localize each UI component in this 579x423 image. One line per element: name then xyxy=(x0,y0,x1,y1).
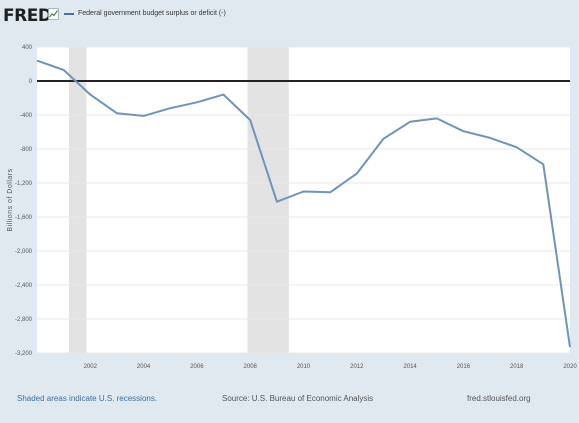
x-tick-label-2: 2006 xyxy=(190,364,204,370)
x-tick-label-3: 2008 xyxy=(244,364,258,370)
recession-note-link[interactable]: Shaded areas indicate U.S. recessions. xyxy=(17,394,158,403)
site-link[interactable]: fred.stlouisfed.org xyxy=(467,394,531,403)
y-axis-label: Billions of Dollars xyxy=(7,168,14,231)
series-layer xyxy=(36,59,571,348)
fred-logo-graph-icon xyxy=(48,8,59,20)
y-tick-label-8: -2,800 xyxy=(15,317,33,323)
x-tick-label-9: 2020 xyxy=(563,364,577,370)
legend-series-label: Federal government budget surplus or def… xyxy=(78,10,226,17)
x-tick-label-7: 2016 xyxy=(457,364,471,370)
y-tick-label-9: -3,200 xyxy=(15,351,33,357)
grid-lines xyxy=(37,46,570,354)
source-text: Source: U.S. Bureau of Economic Analysis xyxy=(222,394,374,403)
x-tick-label-5: 2012 xyxy=(350,364,364,370)
chart-header: FRED Federal government budget surplus o… xyxy=(0,0,579,34)
y-tick-labels: 400 0 -400 -800 -1,200 -1,600 -2,000 -2,400 -2,8… xyxy=(15,45,33,357)
x-tick-label-8: 2018 xyxy=(510,364,524,370)
x-tick-label-0: 2002 xyxy=(84,364,98,370)
y-tick-label-6: -2,000 xyxy=(15,249,33,255)
y-tick-label-5: -1,600 xyxy=(15,215,33,221)
y-tick-label-7: -2,400 xyxy=(15,283,33,289)
x-tick-label-6: 2014 xyxy=(403,364,417,370)
recession-band-0 xyxy=(68,47,87,353)
plot-area-background xyxy=(37,47,570,353)
legend[interactable]: Federal government budget surplus or def… xyxy=(64,10,226,17)
x-tick-labels: 2002 2004 2006 2008 2010 2012 2014 2016 2018 2020 xyxy=(84,364,578,370)
y-tick-label-3: -800 xyxy=(20,147,33,153)
y-tick-label-4: -1,200 xyxy=(15,181,33,187)
series-line-0 xyxy=(36,59,571,348)
fred-logo[interactable]: FRED xyxy=(3,6,52,26)
y-tick-label-2: -400 xyxy=(20,113,33,119)
x-tick-label-4: 2010 xyxy=(297,364,311,370)
legend-series-swatch xyxy=(64,12,74,15)
x-tick-label-1: 2004 xyxy=(137,364,151,370)
y-tick-label-0: 400 xyxy=(22,45,33,51)
y-tick-label-1: 0 xyxy=(29,79,33,85)
